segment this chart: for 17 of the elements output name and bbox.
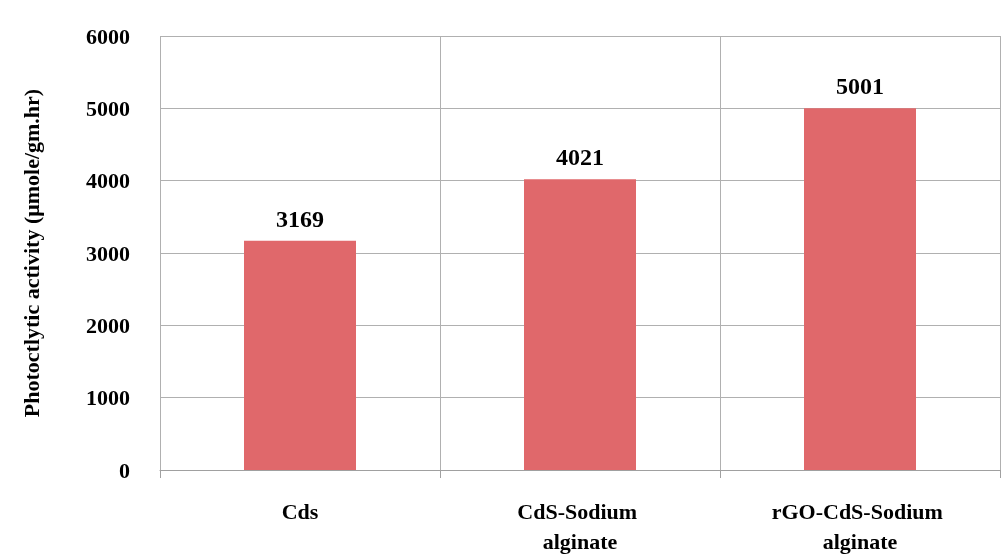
y-tick-label: 4000: [86, 168, 130, 194]
bar: [804, 108, 916, 470]
bar: [524, 179, 636, 470]
y-tick-label: 0: [119, 457, 130, 483]
x-tick-label: rGO-CdS-Sodium alginate: [771, 498, 949, 554]
y-tick-label: 3000: [86, 240, 130, 266]
x-tick-label: CdS-Sodium alginate: [517, 498, 643, 554]
data-label: 4021: [556, 144, 604, 171]
x-tick-label: Cds: [281, 498, 319, 524]
y-tick-label: 5000: [86, 95, 130, 121]
y-tick-label: 6000: [86, 23, 130, 49]
y-axis-title: Photoctlytic activity (μmole/gm.hr): [18, 88, 44, 418]
bar: [244, 240, 356, 470]
data-label: 5001: [836, 73, 884, 100]
y-tick-label: 2000: [86, 312, 130, 338]
y-tick-label: 1000: [86, 385, 130, 411]
data-label: 3169: [276, 205, 324, 232]
